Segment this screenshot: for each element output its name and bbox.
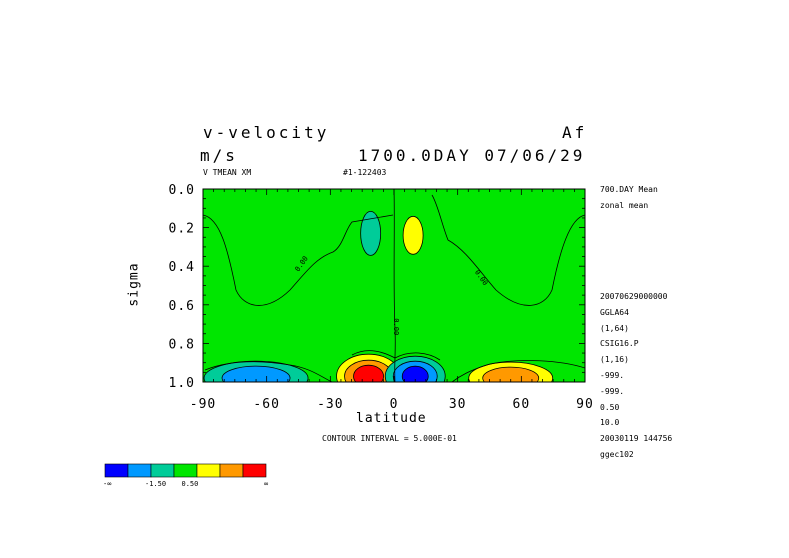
sidebar-line: GGLA64: [600, 307, 629, 317]
contour-interval-label: CONTOUR INTERVAL = 5.000E-01: [322, 434, 457, 443]
contour-region: [221, 365, 291, 382]
zero-contour-line: [431, 194, 585, 306]
contour-region: [402, 215, 424, 255]
colorbar: -∞ -1.50 0.50 ∞: [103, 463, 268, 488]
colorbar-label: -∞: [103, 480, 111, 488]
sidebar-line: 20030119 144756: [600, 434, 673, 444]
contour-region: [353, 364, 384, 382]
x-axis-label: latitude: [356, 411, 427, 426]
contour-region: [360, 210, 382, 256]
run-id-label: #1-122403: [343, 168, 387, 177]
zero-contour-line: [451, 360, 585, 382]
sidebar-line: 10.0: [600, 418, 620, 428]
sidebar-line: (1,64): [600, 323, 629, 333]
chart-tag: Af: [562, 123, 588, 142]
colorbar-swatch: [219, 463, 244, 478]
colorbar-swatch: [150, 463, 175, 478]
contour-fills: [203, 210, 554, 382]
time-label: 1700.0DAY 07/06/29: [358, 146, 586, 165]
sidebar-line: 0.50: [600, 402, 620, 412]
zero-contour-line: [204, 361, 333, 382]
colorbar-label: -1.50: [145, 480, 166, 488]
y-tick-label: 0.2: [169, 222, 195, 237]
x-tick-label: -30: [317, 397, 343, 412]
y-tick-label: 0.4: [169, 260, 195, 275]
sidebar-line: CSIG16.P: [600, 339, 639, 349]
y-tick-label: 1.0: [169, 376, 195, 391]
colorbar-swatch: [104, 463, 129, 478]
colorbar-swatch: [196, 463, 221, 478]
sidebar-top-line: 700.DAY Mean: [600, 185, 658, 194]
y-tick-label: 0.6: [169, 299, 195, 314]
sidebar-top: 700.DAY Mean zonal mean: [600, 182, 658, 214]
sidebar-line: ggec102: [600, 449, 634, 459]
colorbar-swatch: [127, 463, 152, 478]
contour-region: [482, 366, 540, 382]
chart-title: v-velocity: [203, 123, 330, 142]
zero-contour-line: [351, 350, 441, 361]
x-tick-label: -60: [253, 397, 279, 412]
zero-contour-line: [393, 189, 396, 382]
zero-contour-line: [203, 214, 394, 306]
sidebar-top-line: zonal mean: [600, 200, 649, 210]
variable-label: V TMEAN XM: [203, 168, 252, 177]
y-tick-label: 0.0: [169, 183, 195, 198]
sidebar-bottom: 20070629000000 GGLA64 (1,64) CSIG16.P (1…: [600, 289, 672, 463]
units-label: m/s: [200, 146, 238, 165]
x-tick-label: 60: [513, 397, 531, 412]
colorbar-swatch: [173, 463, 198, 478]
contour-value-label: 0.00: [392, 318, 400, 335]
sidebar-line: -999.: [600, 386, 625, 396]
colorbar-swatch: [242, 463, 267, 478]
axes: -90 -60 -30 0 30 60 90 0.0 0.2 0.4 0.6 0.8 1.0: [169, 183, 594, 412]
sidebar-line: (1,16): [600, 355, 629, 365]
sidebar-line: 20070629000000: [600, 292, 668, 301]
x-tick-label: 90: [576, 397, 594, 412]
colorbar-label: ∞: [264, 480, 268, 488]
colorbar-label: 0.50: [182, 480, 199, 488]
contour-region: [401, 365, 429, 382]
y-tick-label: 0.8: [169, 337, 195, 352]
x-tick-label: -90: [190, 397, 216, 412]
sidebar-line: -999.: [600, 370, 625, 380]
x-tick-label: 0: [390, 397, 399, 412]
contour-lines: [203, 189, 585, 382]
x-tick-label: 30: [449, 397, 467, 412]
